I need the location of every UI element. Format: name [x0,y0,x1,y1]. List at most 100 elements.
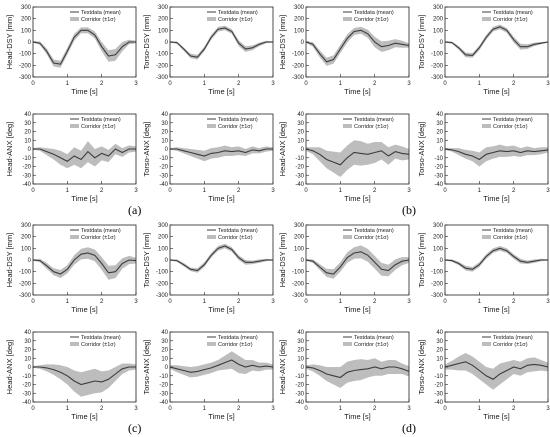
y-tick-label: -40 [22,400,31,406]
y-tick-label: -20 [22,383,31,389]
legend-corridor-swatch [70,124,79,128]
x-tick-label: 1 [339,188,343,194]
mean-line [444,361,549,380]
y-tick-label: 200 [294,235,305,241]
y-tick-label: 40 [161,330,168,336]
y-tick-label: -100 [431,270,444,276]
y-tick-label: 300 [158,5,169,11]
corridor-band [445,353,548,390]
y-tick-label: -300 [19,75,32,81]
legend-corridor-label: Corridor (±1σ) [218,124,253,130]
y-tick-label: -30 [159,391,168,397]
chart-panel-2: -300 -200 -100 0 100 200 300 0 1 2 3 Time [s] Torso-… [142,5,275,96]
y-tick-label: -10 [295,374,304,380]
y-tick-label: 20 [161,348,168,354]
chart-panel-7: -40 -30 -20 -10 0 10 20 30 40 0 1 2 3 Time [s] Head-AN… [278,112,411,203]
y-axis-label: Head-ANX [deg] [278,122,287,177]
y-tick-label: 30 [161,339,168,345]
y-tick-label: 0 [28,258,32,264]
y-axis-label: Torso-DSY [mm] [142,15,151,70]
x-tick-label: 0 [31,406,35,412]
mean-line [33,366,136,386]
y-tick-label: -300 [19,293,32,299]
mean-line [170,148,273,157]
corridor-band [33,247,136,280]
y-tick-label: -300 [292,75,305,81]
x-axis-label: Time [s] [483,305,509,314]
y-tick-label: 0 [165,258,169,264]
legend-corridor-swatch [482,235,491,239]
y-axis-label: Head-ANX [deg] [5,340,14,395]
y-axis-label: Torso-DSY [mm] [417,233,426,288]
legend-mean-label: Testdata (mean) [218,228,258,234]
y-tick-label: -30 [434,391,443,397]
y-axis-label: Head-DSY [mm] [5,15,14,69]
x-axis-label: Time [s] [483,194,509,203]
chart-panel-1: -300 -200 -100 0 100 200 300 0 1 2 3 Time [s] Head-D… [5,5,138,96]
legend-mean-label: Testdata (mean) [493,335,533,341]
mean-line [32,29,136,65]
y-tick-label: 0 [28,40,32,46]
y-tick-label: -200 [19,63,32,69]
x-axis-label: Time [s] [71,194,97,203]
x-tick-label: 0 [168,188,172,194]
y-tick-label: -40 [295,182,304,188]
y-tick-label: 0 [440,365,444,371]
y-tick-label: -100 [156,52,169,58]
y-tick-label: 100 [433,28,444,34]
y-tick-label: 10 [161,138,168,144]
y-tick-label: 0 [165,365,169,371]
x-axis-label: Time [s] [208,87,234,96]
y-tick-label: -100 [19,270,32,276]
chart-panel-11: -300 -200 -100 0 100 200 300 0 1 2 3 Time [s] Head-D… [278,223,411,314]
y-tick-label: 10 [297,138,304,144]
y-tick-label: 10 [436,356,443,362]
x-axis-label: Time [s] [344,194,370,203]
x-tick-label: 0 [31,188,35,194]
y-tick-label: -20 [295,165,304,171]
panel-label-a: (a) [128,203,142,217]
x-axis-label: Time [s] [71,412,97,421]
x-axis-label: Time [s] [344,305,370,314]
y-tick-label: 100 [294,28,305,34]
y-tick-label: 0 [440,258,444,264]
panel-label-c: (c) [128,421,142,435]
y-tick-label: -20 [295,383,304,389]
legend-corridor-swatch [343,235,352,239]
y-tick-label: 10 [161,356,168,362]
y-tick-label: 100 [158,246,169,252]
y-tick-label: 0 [301,40,305,46]
y-tick-label: -30 [295,391,304,397]
chart-panel-14: -40 -30 -20 -10 0 10 20 30 40 0 1 2 3 Time [s] Torso-A… [142,330,275,421]
y-tick-label: 300 [294,223,305,229]
corridor-band [33,27,136,68]
mean-line [33,148,136,162]
y-tick-label: -20 [434,165,443,171]
y-tick-label: 10 [297,356,304,362]
legend-corridor-label: Corridor (±1σ) [493,124,528,130]
legend-corridor-label: Corridor (±1σ) [354,235,389,241]
y-tick-label: -40 [295,400,304,406]
legend-corridor-swatch [70,235,79,239]
y-tick-label: -30 [295,173,304,179]
legend-corridor-label: Corridor (±1σ) [218,235,253,241]
corridor-band [170,145,273,162]
y-tick-label: 0 [440,147,444,153]
x-tick-label: 0 [443,188,447,194]
x-tick-label: 3 [546,406,550,412]
y-tick-label: 30 [161,121,168,127]
y-tick-label: -300 [431,75,444,81]
y-tick-label: -100 [19,52,32,58]
legend-corridor-label: Corridor (±1σ) [218,17,253,23]
corridor-band [306,358,409,388]
chart-panel-13: -40 -30 -20 -10 0 10 20 30 40 0 1 2 3 Time [s] Head-AN… [5,330,138,421]
legend-corridor-swatch [343,342,352,346]
y-tick-label: -10 [22,156,31,162]
y-tick-label: -30 [22,173,31,179]
y-tick-label: 20 [297,348,304,354]
x-axis-label: Time [s] [208,305,234,314]
x-tick-label: 1 [66,299,70,305]
mean-line [305,29,410,63]
y-tick-label: -300 [431,293,444,299]
